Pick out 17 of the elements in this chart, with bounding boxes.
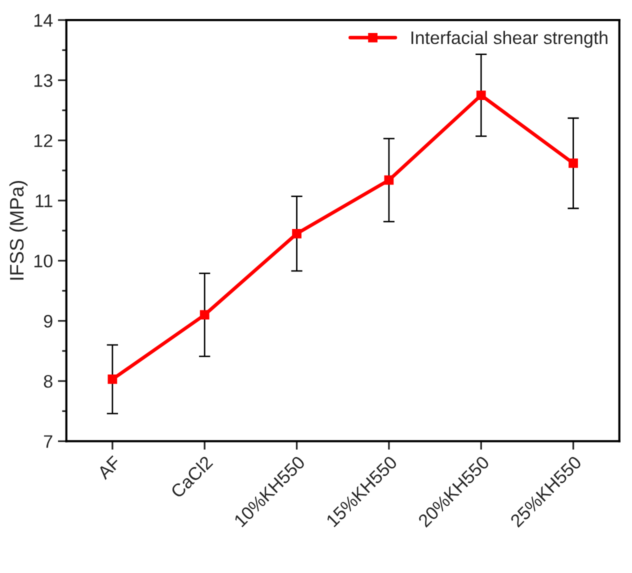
y-tick-label: 9 xyxy=(44,314,52,328)
legend-label: Interfacial shear strength xyxy=(411,30,608,48)
point xyxy=(384,175,394,185)
point xyxy=(568,158,578,168)
y-tick-label: 11 xyxy=(36,194,52,208)
y-tick-label: 13 xyxy=(34,74,52,87)
y-tick-label: 14 xyxy=(34,14,53,27)
point xyxy=(476,90,486,100)
point xyxy=(108,374,118,384)
y-tick-label: 8 xyxy=(44,374,52,388)
y-axis-title: IFSS (MPa) xyxy=(9,181,28,280)
point xyxy=(200,310,210,320)
point xyxy=(292,228,302,238)
y-tick-label: 7 xyxy=(44,435,52,448)
y-tick-label: 12 xyxy=(34,134,52,147)
y-tick-label: 10 xyxy=(34,254,52,268)
x-tick-label: AF xyxy=(96,455,122,480)
